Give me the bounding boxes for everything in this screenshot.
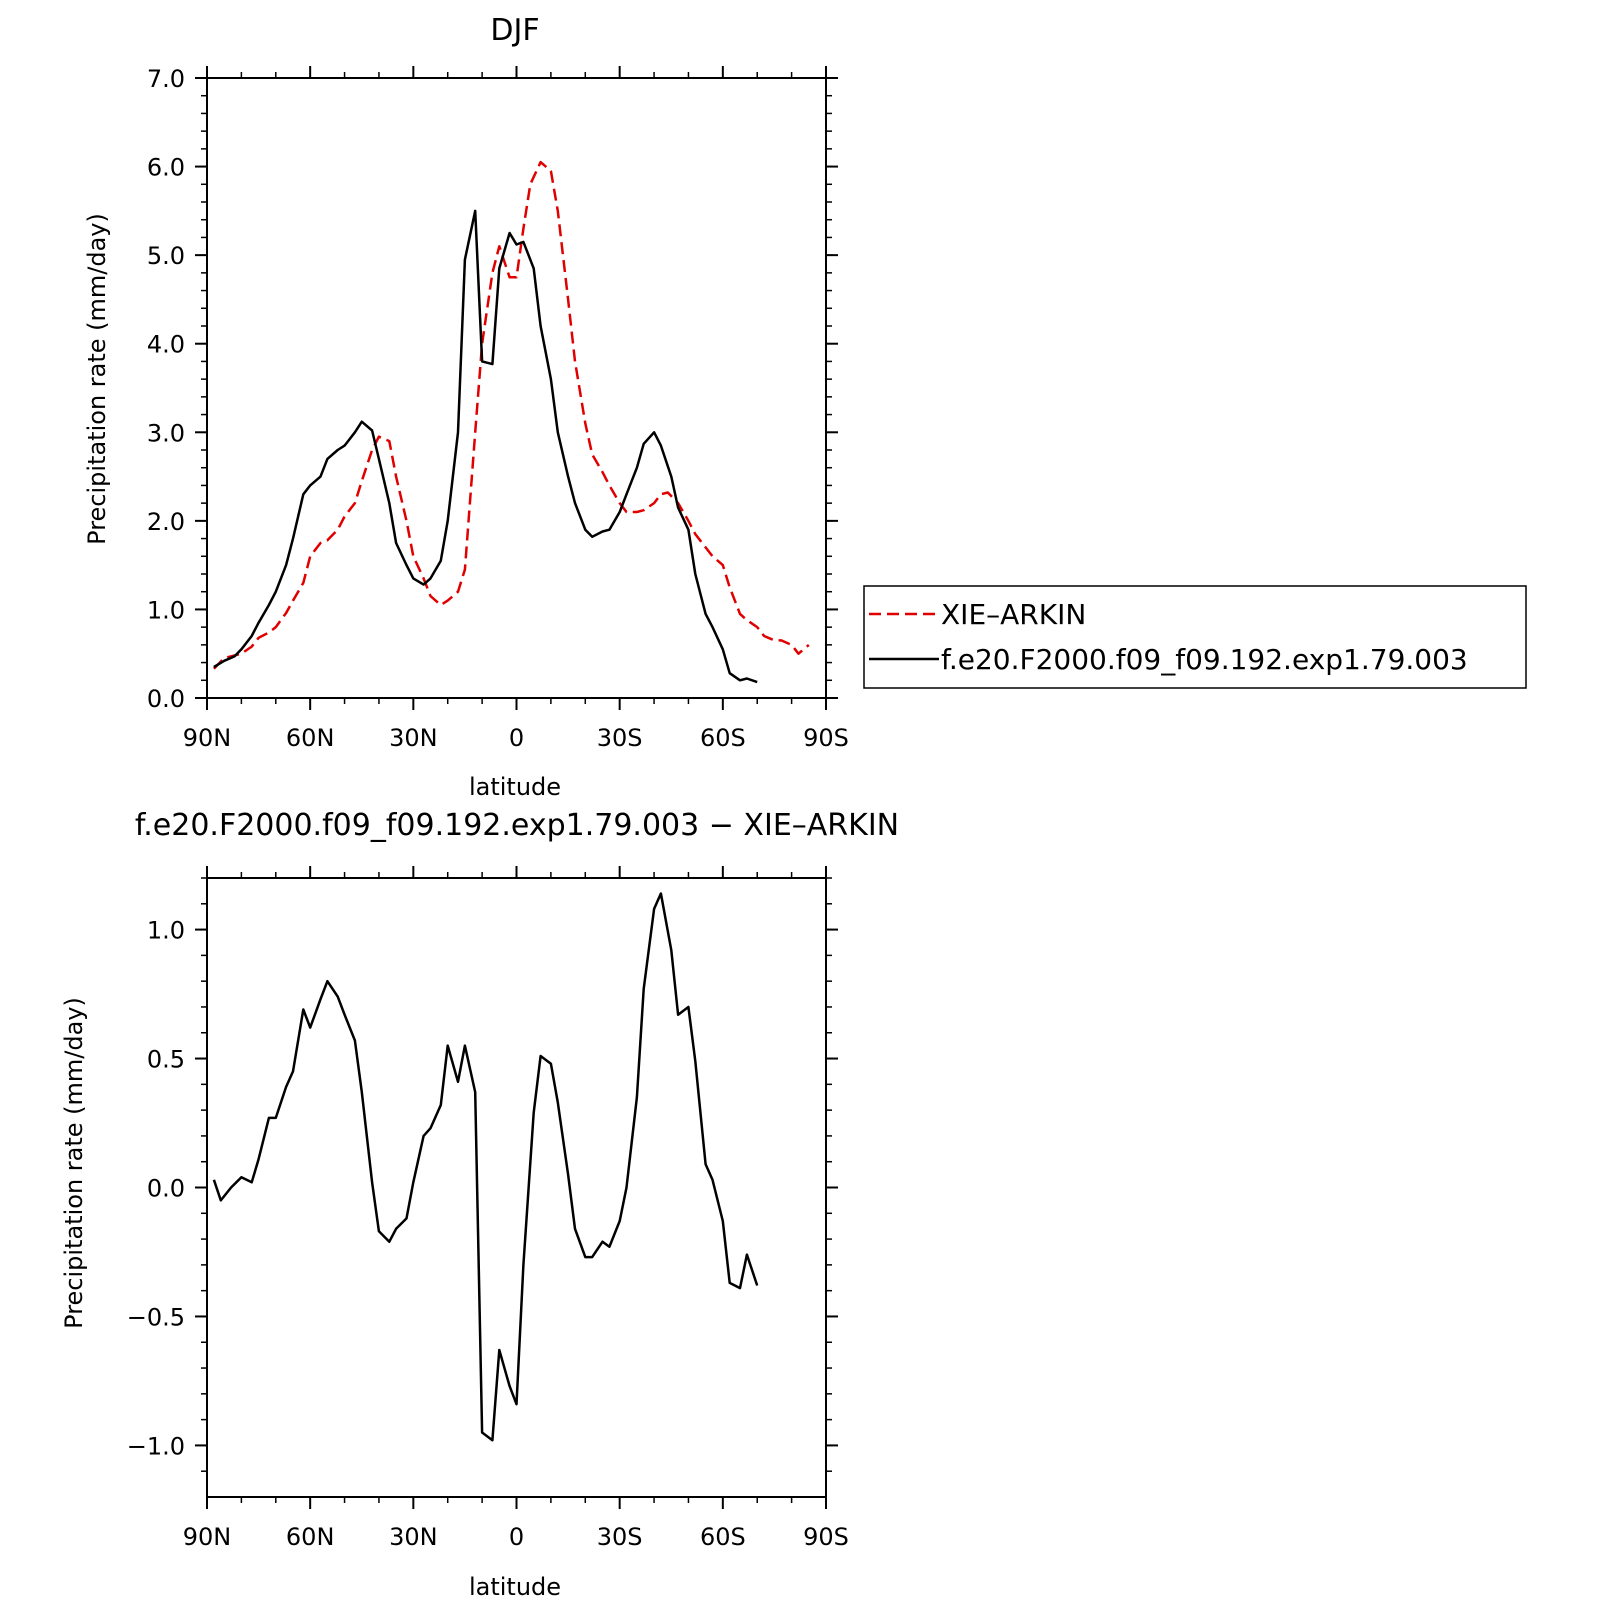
y-tick-label: 1.0 xyxy=(147,917,185,945)
top-axes: 90N 60N 30N 0 30S 60S 90S 0.0 1.0 2.0 3.0 4.0 5.0 6.0… xyxy=(147,65,849,752)
x-tick-label: 30S xyxy=(597,1523,643,1551)
x-tick-label: 60S xyxy=(700,1523,746,1551)
x-tick-label: 30S xyxy=(597,724,643,752)
y-tick-label: 7.0 xyxy=(147,65,185,93)
y-tick-label: 4.0 xyxy=(147,331,185,359)
bottom-series-lines xyxy=(212,892,759,1442)
y-tick-label: 1.0 xyxy=(147,596,185,624)
x-tick-label: 60N xyxy=(286,1523,335,1551)
y-tick-label: −1.0 xyxy=(127,1432,185,1460)
x-tick-label: 60S xyxy=(700,724,746,752)
bottom-x-axis-label: latitude xyxy=(469,1573,561,1601)
legend-label-xie-arkin: XIE–ARKIN xyxy=(941,598,1086,631)
legend-label-model: f.e20.F2000.f09_f09.192.exp1.79.003 xyxy=(941,643,1468,676)
top-y-axis-label: Precipitation rate (mm/day) xyxy=(83,213,111,545)
y-tick-label: −0.5 xyxy=(127,1303,185,1331)
top-plot-title: DJF xyxy=(490,13,539,48)
top-x-axis-label: latitude xyxy=(469,773,561,801)
x-tick-label: 0 xyxy=(509,1523,524,1551)
legend: XIE–ARKIN f.e20.F2000.f09_f09.192.exp1.7… xyxy=(863,585,1527,689)
series-line-1 xyxy=(213,209,758,684)
plot-frame xyxy=(206,77,827,699)
top-series-lines xyxy=(212,160,810,684)
x-tick-label: 90N xyxy=(183,1523,232,1551)
y-tick-label: 0.0 xyxy=(147,685,185,713)
x-tick-label: 30N xyxy=(389,724,438,752)
y-tick-label: 5.0 xyxy=(147,242,185,270)
x-tick-label: 30N xyxy=(389,1523,438,1551)
bottom-panel: f.e20.F2000.f09_f09.192.exp1.79.003 − XI… xyxy=(60,808,899,1601)
series-line-0 xyxy=(212,160,810,670)
y-tick-label: 6.0 xyxy=(147,154,185,182)
y-tick-label: 0.0 xyxy=(147,1175,185,1203)
bottom-axes: 90N 60N 30N 0 30S 60S 90S −1.0 −0.5 0.0 0.5 1.0 xyxy=(127,866,849,1551)
x-tick-label: 0 xyxy=(509,724,524,752)
legend-box xyxy=(863,585,1527,689)
bottom-plot-title: f.e20.F2000.f09_f09.192.exp1.79.003 − XI… xyxy=(135,808,899,843)
x-tick-label: 90S xyxy=(803,1523,849,1551)
top-panel: DJF Precipitation rate (mm/day) latitude… xyxy=(83,13,1527,801)
y-tick-label: 0.5 xyxy=(147,1046,185,1074)
x-tick-label: 90N xyxy=(183,724,232,752)
x-tick-label: 90S xyxy=(803,724,849,752)
y-tick-label: 3.0 xyxy=(147,419,185,447)
series-line-0 xyxy=(212,892,759,1442)
x-tick-label: 60N xyxy=(286,724,335,752)
y-tick-label: 2.0 xyxy=(147,508,185,536)
bottom-y-axis-label: Precipitation rate (mm/day) xyxy=(60,997,88,1329)
